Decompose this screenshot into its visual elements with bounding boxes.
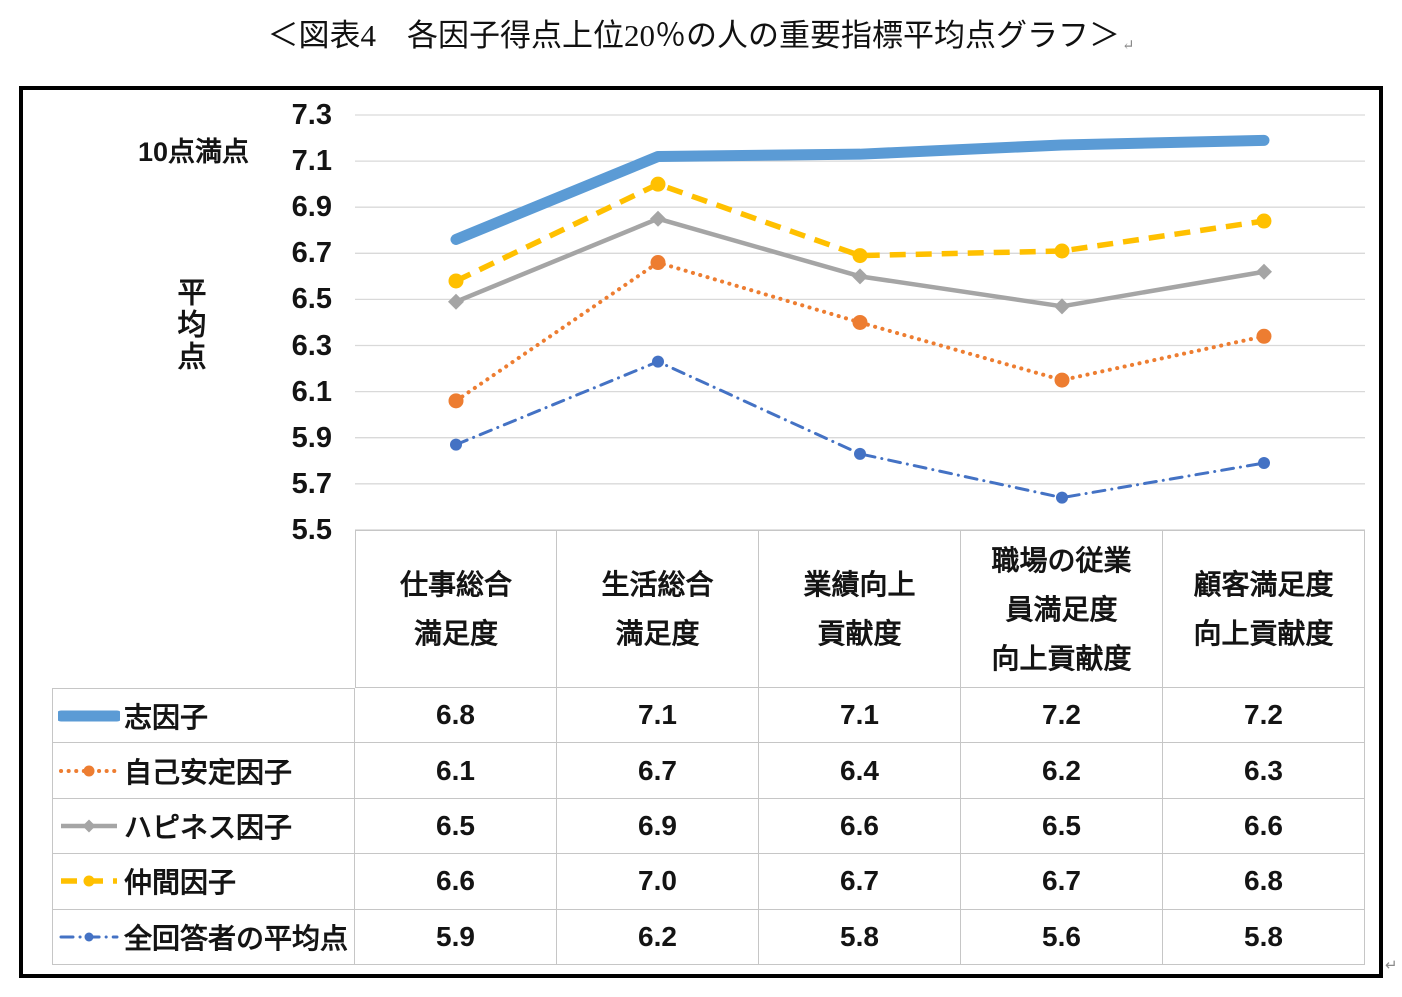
value-cell: 7.1 <box>759 688 961 744</box>
legend-cell: 仲間因子 <box>52 854 355 910</box>
header-cell: 仕事総合 満足度 <box>355 530 557 688</box>
legend-label: 全回答者の平均点 <box>124 922 349 954</box>
header-line: 仕事総合 <box>399 569 512 600</box>
value-cell: 5.6 <box>961 909 1163 965</box>
y-tick-label: 6.3 <box>291 329 332 362</box>
y-tick-label: 6.7 <box>291 237 332 270</box>
value-cell: 5.8 <box>759 909 961 965</box>
value-cell: 6.6 <box>1163 798 1365 855</box>
legend-cell: 全回答者の平均点 <box>52 909 355 965</box>
header-line: 顧客満足度 <box>1193 569 1334 600</box>
paragraph-mark-icon: ↵ <box>1385 957 1398 974</box>
value-cell: 6.7 <box>557 743 759 799</box>
y-tick-label: 5.7 <box>291 467 332 500</box>
header-line: 生活総合 <box>601 569 714 600</box>
y-tick-label: 5.5 <box>291 513 332 546</box>
scale-note-label: 10点満点 <box>138 137 250 167</box>
value-cell: 7.0 <box>557 854 759 910</box>
header-cell: 職場の従業員満足度向上貢献度 <box>961 530 1163 688</box>
value-cell: 6.9 <box>557 798 759 855</box>
value-cell: 6.8 <box>355 688 557 744</box>
value-cell: 5.8 <box>1163 909 1365 965</box>
value-cell: 6.7 <box>961 854 1163 910</box>
value-cell: 6.1 <box>355 743 557 799</box>
figure-title-row: ＜図表4 各因子得点上位20％の人の重要指標平均点グラフ＞ ↵ <box>0 10 1402 55</box>
value-cell: 7.1 <box>557 688 759 744</box>
value-cell: 6.3 <box>1163 743 1365 799</box>
header-cell: 生活総合 満足度 <box>557 530 759 688</box>
value-cell: 6.7 <box>759 854 961 910</box>
legend-cell: ハピネス因子 <box>52 798 355 855</box>
header-line: 満足度 <box>615 618 700 649</box>
legend-cell: 志因子 <box>52 688 355 744</box>
y-tick-label: 5.9 <box>291 421 332 454</box>
header-line: 業績向上 <box>803 569 916 600</box>
legend-label: ハピネス因子 <box>124 811 293 843</box>
value-cell: 6.5 <box>355 798 557 855</box>
value-cell: 6.5 <box>961 798 1163 855</box>
y-tick-label: 7.1 <box>291 145 332 178</box>
header-line: 員満足度 <box>1005 593 1118 625</box>
y-axis-title: 平均点 <box>173 277 205 373</box>
value-cell: 6.6 <box>759 798 961 855</box>
legend-key-icon <box>59 765 119 777</box>
legend-key-icon <box>58 710 120 722</box>
header-line: 向上貢献度 <box>1193 618 1334 649</box>
header-line: 向上貢献度 <box>991 642 1132 674</box>
header-cell: 業績向上 貢献度 <box>759 530 961 688</box>
y-tick-label: 6.9 <box>291 191 332 224</box>
legend-label: 仲間因子 <box>124 867 237 899</box>
y-tick-label: 6.1 <box>291 375 332 408</box>
chart-data-table: 仕事総合 満足度 生活総合 満足度 業績向上 貢献度 職場の従業 員満足度 向上貢献度 顧客満足度… <box>52 530 1365 965</box>
value-cell: 7.2 <box>961 688 1163 744</box>
legend-key-icon <box>61 819 117 833</box>
header-line: 満足度 <box>413 618 498 649</box>
legend-label: 志因子 <box>124 701 209 733</box>
header-cell: 顧客満足度向上貢献度 <box>1163 530 1365 688</box>
legend-label: 自己安定因子 <box>124 756 293 788</box>
value-cell: 6.2 <box>961 743 1163 799</box>
legend-key-icon <box>61 875 117 887</box>
value-cell: 5.9 <box>355 909 557 965</box>
header-line: 貢献度 <box>817 618 902 649</box>
legend-cell: 自己安定因子 <box>52 743 355 799</box>
table-corner-empty-cell <box>52 530 355 688</box>
value-cell: 6.2 <box>557 909 759 965</box>
legend-key-icon <box>59 932 119 942</box>
value-cell: 6.6 <box>355 854 557 910</box>
paragraph-mark-icon: ↵ <box>1121 38 1135 54</box>
value-cell: 6.4 <box>759 743 961 799</box>
value-cell: 6.8 <box>1163 854 1365 910</box>
figure-title: ＜図表4 各因子得点上位20％の人の重要指標平均点グラフ＞ <box>267 18 1120 53</box>
value-cell: 7.2 <box>1163 688 1365 744</box>
header-line: 職場の従業 <box>991 544 1132 576</box>
y-tick-label: 7.3 <box>291 99 332 131</box>
y-tick-label: 6.5 <box>291 283 332 316</box>
